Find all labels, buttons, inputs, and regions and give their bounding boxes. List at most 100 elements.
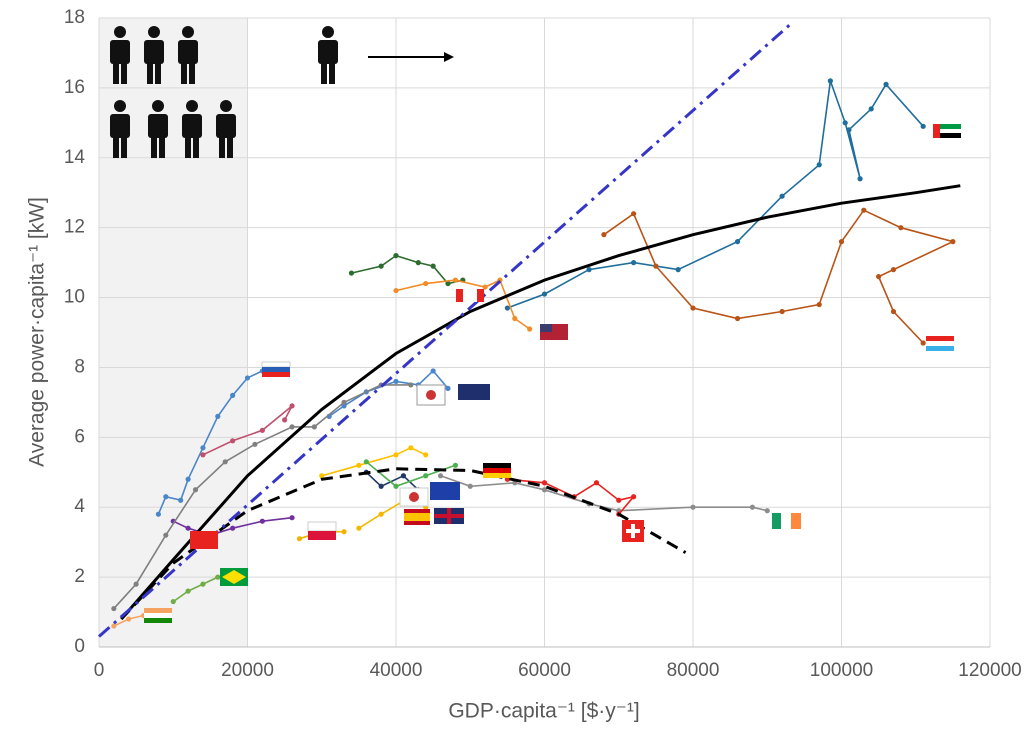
data-point (311, 424, 317, 430)
data-point (467, 483, 473, 489)
data-point (890, 267, 897, 273)
x-tick-label: 120000 (958, 660, 1021, 681)
data-point (779, 308, 785, 315)
data-point (816, 162, 822, 168)
data-point (437, 473, 444, 479)
fit-line (120, 184, 961, 620)
data-point (920, 340, 926, 346)
data-point (423, 280, 429, 287)
y-tick-label: 8 (74, 356, 85, 377)
flags (144, 124, 961, 623)
trajectory (440, 475, 768, 512)
data-point (230, 392, 236, 398)
data-point (126, 616, 132, 622)
data-point (393, 452, 399, 458)
data-point (690, 504, 696, 510)
data-point (898, 225, 904, 231)
data-point (734, 239, 741, 245)
data-point (861, 207, 867, 213)
trajectory (395, 279, 531, 330)
data-point (289, 515, 295, 521)
data-point (838, 239, 845, 245)
data-point (452, 277, 458, 283)
x-axis-label: GDP·capita⁻¹ [$·y⁻¹] (448, 700, 639, 723)
y-tick-label: 6 (74, 426, 85, 447)
data-point (541, 291, 548, 297)
data-point (341, 399, 347, 405)
trajectory (507, 80, 924, 309)
data-point (883, 81, 889, 87)
data-point (378, 483, 384, 489)
data-point (675, 267, 681, 273)
data-point (341, 529, 347, 535)
data-point (230, 525, 236, 531)
data-point (378, 511, 384, 517)
data-point (445, 280, 451, 287)
data-point (378, 263, 384, 269)
data-point (252, 441, 258, 447)
data-point (200, 581, 206, 587)
data-point (356, 462, 362, 468)
data-point (816, 301, 822, 308)
data-point (631, 211, 637, 217)
trajectory (172, 516, 293, 537)
data-point (631, 494, 637, 500)
data-point (185, 588, 191, 594)
data-point (282, 417, 288, 423)
x-tick-label: 100000 (810, 660, 873, 681)
data-point (890, 308, 897, 315)
data-point (215, 574, 221, 580)
data-point (185, 476, 191, 482)
data-point (393, 287, 399, 294)
data-point (155, 511, 161, 517)
y-axis-label: Average power·capita⁻¹ [kW] (26, 197, 49, 467)
data-point (348, 270, 355, 276)
y-tick-label: 16 (64, 77, 85, 98)
y-tick-label: 0 (74, 636, 85, 657)
y-tick-label: 10 (64, 287, 85, 308)
data-point (111, 623, 117, 629)
data-point (393, 253, 399, 259)
trajectory (172, 576, 219, 603)
data-point (452, 462, 458, 468)
data-point (289, 403, 295, 409)
data-point (319, 473, 325, 479)
data-point (482, 284, 488, 290)
data-point (363, 459, 369, 465)
data-point (185, 525, 191, 531)
data-point (163, 532, 169, 538)
data-point (631, 260, 637, 266)
data-point (690, 305, 696, 311)
data-point (408, 382, 414, 388)
data-point (259, 427, 265, 433)
data-point (541, 480, 548, 486)
x-tick-label: 20000 (221, 660, 274, 681)
data-point (734, 315, 741, 322)
data-point (868, 106, 874, 112)
trajectory (365, 471, 419, 491)
data-point (541, 487, 548, 493)
data-point (430, 368, 436, 374)
data-point (356, 525, 362, 531)
y-tick-label: 12 (64, 217, 85, 238)
data-point (601, 232, 607, 238)
data-point (400, 473, 407, 479)
arrow-head (444, 52, 454, 62)
data-point (527, 326, 533, 332)
trajectory (351, 254, 463, 285)
data-point (827, 78, 833, 84)
y-tick-label: 18 (64, 7, 85, 28)
data-point (393, 378, 399, 385)
data-point (296, 536, 303, 542)
data-point (415, 260, 421, 266)
data-point (950, 239, 956, 245)
decorations (110, 26, 961, 623)
data-point (842, 120, 848, 126)
data-point (504, 305, 510, 311)
data-point (423, 473, 429, 479)
data-point (163, 494, 169, 500)
y-tick-label: 4 (74, 496, 85, 517)
data-point (653, 263, 659, 269)
data-point (616, 497, 622, 503)
